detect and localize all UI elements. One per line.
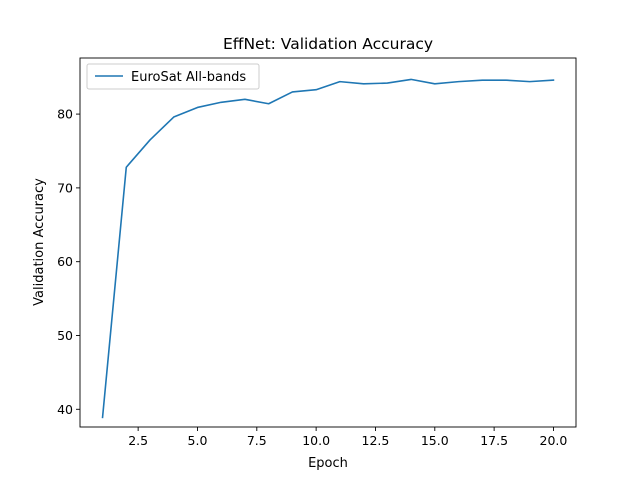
y-tick-label: 80 [57, 107, 73, 122]
axes-frame [79, 57, 577, 428]
plot-area: 2.5 5.0 7.5 10.0 12.5 15.0 17.5 20.0 40 50 60 70 80 [57, 57, 577, 448]
x-tick-label: 2.5 [128, 433, 148, 448]
y-tick-label: 70 [57, 180, 73, 195]
x-tick-label: 17.5 [480, 433, 508, 448]
x-tick-label: 10.0 [302, 433, 330, 448]
y-tick-label: 50 [57, 328, 73, 343]
x-axis-label: Epoch [308, 456, 348, 471]
x-tick-label: 5.0 [188, 433, 208, 448]
legend-box [86, 63, 260, 90]
series-line-0 [101, 78, 555, 419]
x-tick-label: 15.0 [421, 433, 449, 448]
legend: EuroSat All-bands [86, 63, 260, 90]
y-axis-label: Validation Accuracy [32, 178, 47, 306]
x-tick-label: 20.0 [540, 433, 568, 448]
x-tick-label: 7.5 [247, 433, 267, 448]
y-tick-label: 40 [57, 402, 73, 417]
y-tick-label: 60 [57, 254, 73, 269]
x-tick-label: 12.5 [362, 433, 390, 448]
chart-title: EffNet: Validation Accuracy [223, 35, 433, 53]
legend-entry-label: EuroSat All-bands [131, 70, 246, 85]
